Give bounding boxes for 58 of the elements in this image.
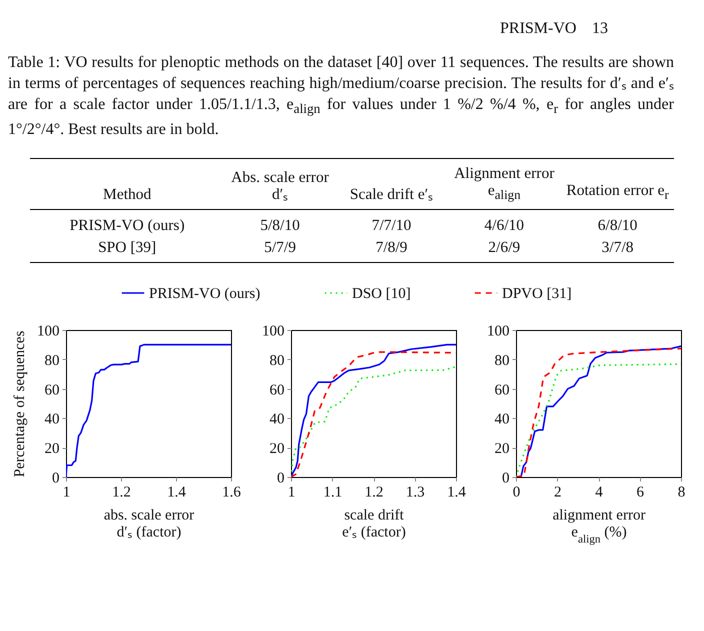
- y-tick-label: 60: [44, 382, 60, 399]
- text: 5/7/9: [263, 238, 297, 258]
- y-tick-label: 0: [277, 470, 284, 487]
- legend-label: DSO [10]: [352, 286, 411, 302]
- line-series: [66, 344, 231, 478]
- y-tick-label: 0: [502, 470, 510, 487]
- text: SPO [39]: [97, 238, 158, 258]
- text: 7/8/9: [374, 238, 408, 258]
- y-tick-label: 20: [270, 441, 284, 458]
- text: 4/6/10: [483, 216, 526, 236]
- legend-label: DPVO [31]: [502, 286, 572, 302]
- category-label: Scale drift e′ₛ: [336, 158, 448, 210]
- x-axis-title: alignment error e$_{align}$ (%): [552, 508, 646, 546]
- text: 7/7/10: [370, 216, 412, 236]
- y-tick-label: 100: [487, 324, 510, 340]
- y-tick-label: 40: [270, 412, 284, 428]
- text: 2/6/9: [487, 238, 522, 258]
- y-tick-label: 80: [44, 353, 60, 370]
- y-tick-label: 80: [270, 353, 284, 370]
- x-axis-title: abs. scale error d′ₛ (factor): [104, 508, 194, 541]
- y-tick-label: 40: [494, 412, 510, 428]
- category-label: Abs. scale error d′ₛ: [224, 158, 336, 210]
- x-tick-label: 1.2: [364, 484, 384, 501]
- chart-title: Table 1: VO results for plenoptic methods on the dataset [40] over 11 sequences. The results are shown in terms of percentages of sequences reaching high/medium/coarse precision. The results for d′ₛ and e′ₛ are for a scale factor under 1.05/1.1/1.3, e$_{align}$ for values under 1 %/2 %/4 %, e$_{r}$ for angles under 1°/2°/4°. Best results are in bold.: [8, 54, 674, 138]
- x-tick-label: 1: [62, 484, 70, 501]
- x-tick-label: 1.4: [447, 484, 466, 501]
- x-tick-label: 1: [288, 484, 296, 501]
- x-tick-label: 4: [595, 484, 604, 501]
- text: 3/7/8: [600, 238, 635, 258]
- x-axis-title: scale drift e′ₛ (factor): [342, 508, 406, 541]
- x-tick-label: 1.1: [323, 484, 342, 501]
- x-tick-label: 1.3: [406, 484, 425, 501]
- y-tick-label: 60: [494, 382, 510, 399]
- category-label: Rotation error e$_{r}$: [561, 158, 674, 210]
- x-tick-label: 1.4: [167, 484, 186, 501]
- text: PRISM-VO (ours): [68, 216, 186, 236]
- y-tick-label: 0: [52, 470, 60, 487]
- x-tick-label: 8: [678, 484, 686, 501]
- y-tick-label: 40: [44, 412, 60, 428]
- y-tick-label: 60: [270, 382, 284, 399]
- y-tick-label: 100: [37, 324, 60, 340]
- text: 13: [592, 20, 608, 38]
- legend-label: PRISM-VO (ours): [149, 286, 260, 302]
- text: 5/8/10: [259, 216, 301, 236]
- category-label: Method: [30, 158, 224, 210]
- category-label: Alignment error e$_{align}$: [447, 158, 562, 210]
- y-tick-label: 20: [494, 441, 510, 458]
- text: 6/8/10: [596, 216, 638, 236]
- x-tick-label: 1.2: [112, 484, 131, 501]
- x-tick-label: 1.6: [222, 484, 242, 501]
- y-tick-label: 100: [262, 324, 284, 340]
- x-tick-label: 6: [636, 484, 644, 501]
- y-axis-title: Percentage of sequences: [12, 330, 28, 478]
- y-tick-label: 20: [44, 441, 60, 458]
- text: PRISM-VO: [500, 20, 576, 38]
- x-tick-label: 2: [554, 484, 562, 501]
- y-tick-label: 80: [494, 353, 510, 370]
- x-tick-label: 0: [512, 484, 520, 501]
